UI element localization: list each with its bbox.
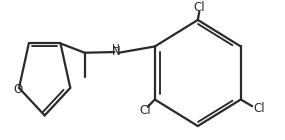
Text: Cl: Cl <box>194 1 205 14</box>
Text: Cl: Cl <box>139 104 151 117</box>
Text: Cl: Cl <box>253 102 265 115</box>
Text: H: H <box>112 44 120 54</box>
Text: O: O <box>13 83 22 96</box>
Text: N: N <box>111 45 120 58</box>
